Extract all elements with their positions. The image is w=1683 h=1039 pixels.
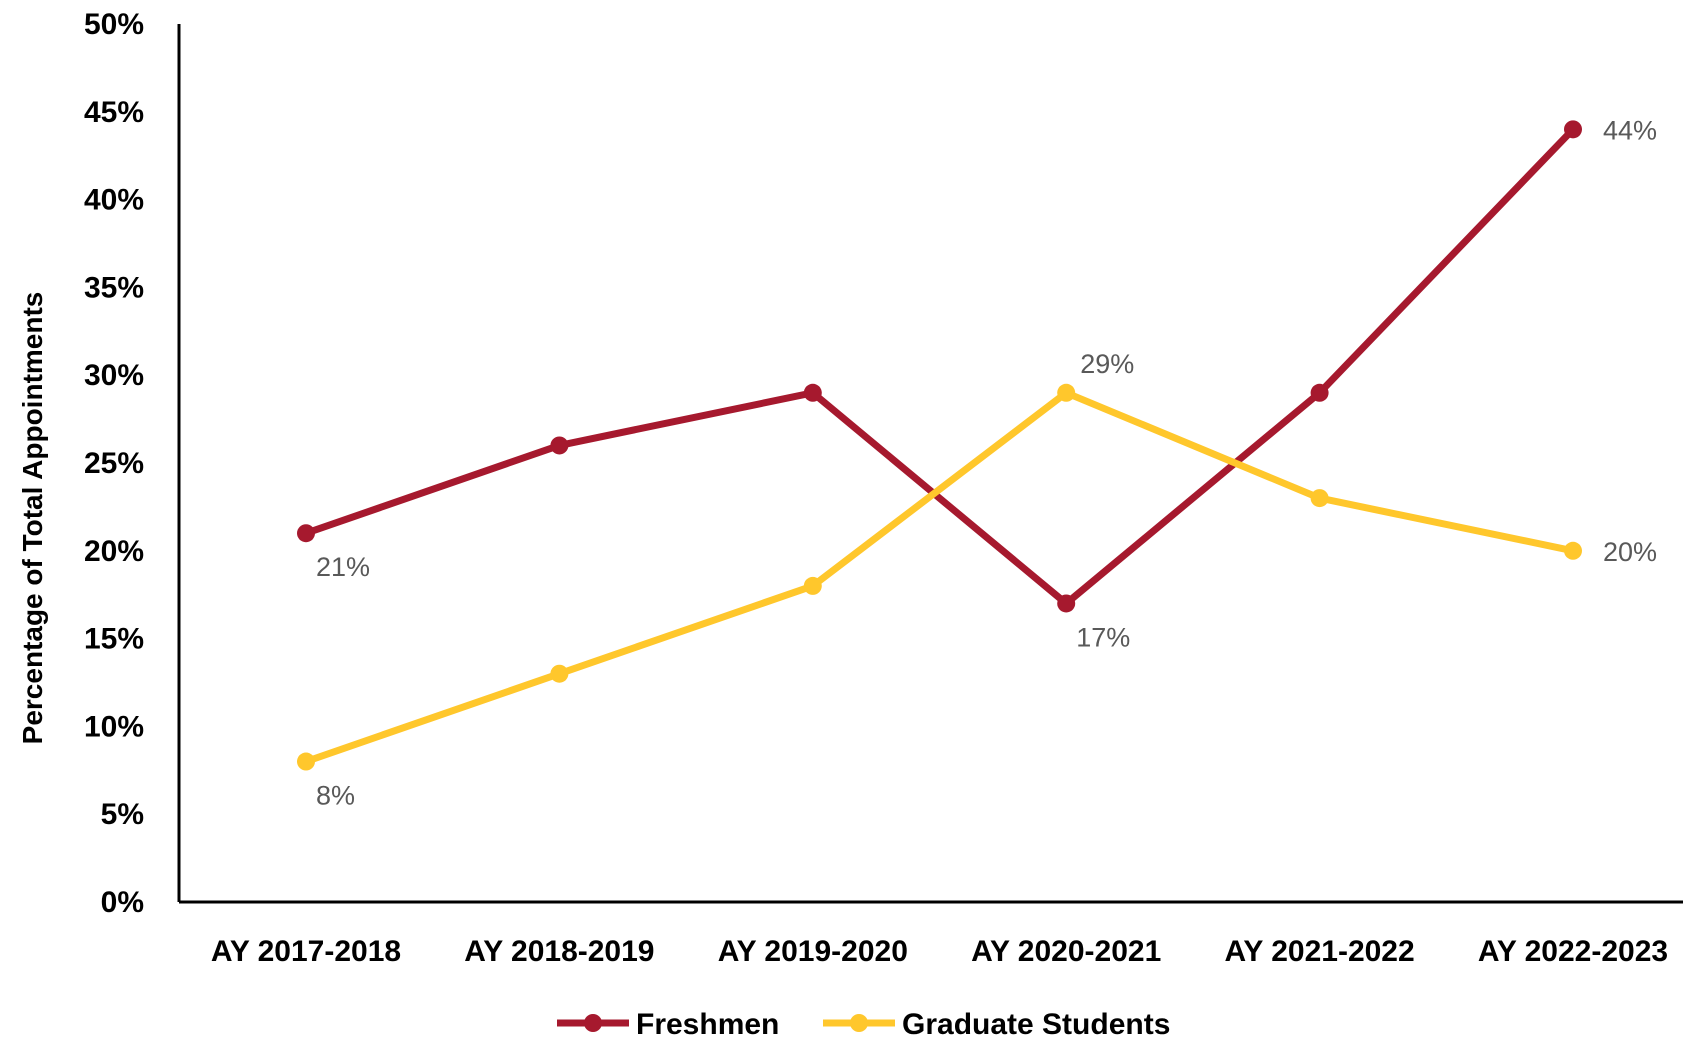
y-tick-label: 50% [84,8,144,41]
data-point [297,524,315,543]
y-tick-label: 15% [84,623,144,656]
x-tick-label: AY 2018-2019 [464,935,654,968]
data-point [1310,383,1329,402]
data-point [1057,594,1076,613]
series-line-0 [302,125,1577,607]
data-label: 21% [316,552,370,582]
data-labels: 21% 17% 44% 8% 29% 20% [316,115,1657,810]
data-point [803,383,822,402]
data-point [297,752,315,771]
data-label: 17% [1076,622,1130,652]
y-tick-label: 5% [101,798,144,831]
y-tick-label: 20% [84,535,144,568]
x-tick-labels: AY 2017-2018 AY 2018-2019 AY 2019-2020 AY 2… [211,935,1668,968]
y-tick-labels: 0% 5% 10% 15% 20% 25% 30% 35% 40% 45% 50% [84,8,144,919]
series-line-1 [302,389,1577,765]
data-label: 29% [1080,349,1134,379]
legend-label: Freshmen [636,1008,779,1039]
data-point [1310,489,1329,508]
y-tick-label: 10% [84,710,144,743]
legend-swatch-marker [584,1014,602,1032]
data-label: 44% [1603,115,1657,145]
series-lines [302,125,1577,765]
series-points [297,120,1582,771]
y-tick-label: 0% [101,886,144,919]
y-tick-label: 30% [84,359,144,392]
data-point [1057,383,1076,402]
y-tick-label: 45% [84,96,144,129]
legend-label: Graduate Students [902,1008,1170,1039]
axes [177,24,1683,904]
x-tick-label: AY 2020-2021 [971,935,1161,968]
data-label: 8% [316,781,355,811]
y-tick-label: 40% [84,184,144,217]
data-point [550,664,569,683]
y-axis-label: Percentage of Total Appointments [17,292,48,745]
x-tick-label: AY 2021-2022 [1225,935,1415,968]
data-point [1564,120,1582,139]
x-tick-label: AY 2022-2023 [1478,935,1668,968]
data-point [803,576,822,595]
y-tick-label: 35% [84,271,144,304]
legend: Freshmen Graduate Students [557,1008,1170,1039]
y-axis-label-group: Percentage of Total Appointments [17,292,48,745]
data-label: 20% [1603,537,1657,567]
x-tick-label: AY 2017-2018 [211,935,401,968]
x-tick-label: AY 2019-2020 [718,935,908,968]
y-tick-label: 25% [84,447,144,480]
data-point [1564,541,1582,560]
data-point [550,436,569,455]
legend-swatch-marker [850,1014,868,1032]
